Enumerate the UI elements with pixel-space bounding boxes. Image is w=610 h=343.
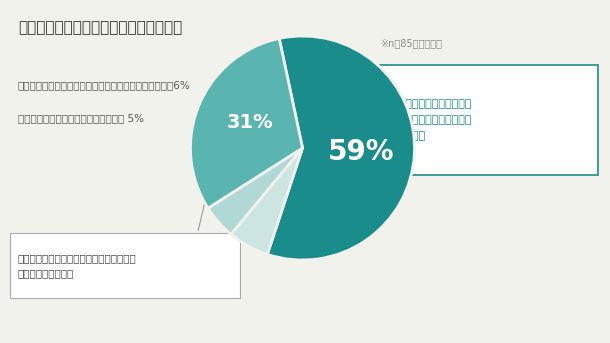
Text: 広告効果測定に関する課題への対応方針: 広告効果測定に関する課題への対応方針 — [18, 20, 182, 35]
Wedge shape — [190, 38, 303, 208]
Text: 限られた取得可能な個人データをベースに
効果測定を実施する: 限られた取得可能な個人データをベースに 効果測定を実施する — [18, 253, 137, 278]
FancyBboxPatch shape — [10, 233, 240, 298]
Text: 59%: 59% — [328, 138, 394, 166]
Text: ※n＝85／単一回答: ※n＝85／単一回答 — [380, 38, 442, 48]
Text: 31%: 31% — [227, 113, 273, 132]
Text: 個人を特定・追跡するという手法から、統計
的な分析により相関や推計ベースで広告の効
果を測定する手法に移行する: 個人を特定・追跡するという手法から、統計 的な分析により相関や推計ベースで広告の… — [340, 98, 473, 141]
Wedge shape — [267, 36, 415, 260]
Wedge shape — [208, 148, 303, 234]
Text: 特に対策は取らず、従来どおりにする 5%: 特に対策は取らず、従来どおりにする 5% — [18, 113, 144, 123]
Wedge shape — [231, 148, 303, 255]
Text: 現時点で方針は決めていない（打ち手が見えていない）6%: 現時点で方針は決めていない（打ち手が見えていない）6% — [18, 80, 191, 90]
FancyBboxPatch shape — [330, 65, 598, 175]
